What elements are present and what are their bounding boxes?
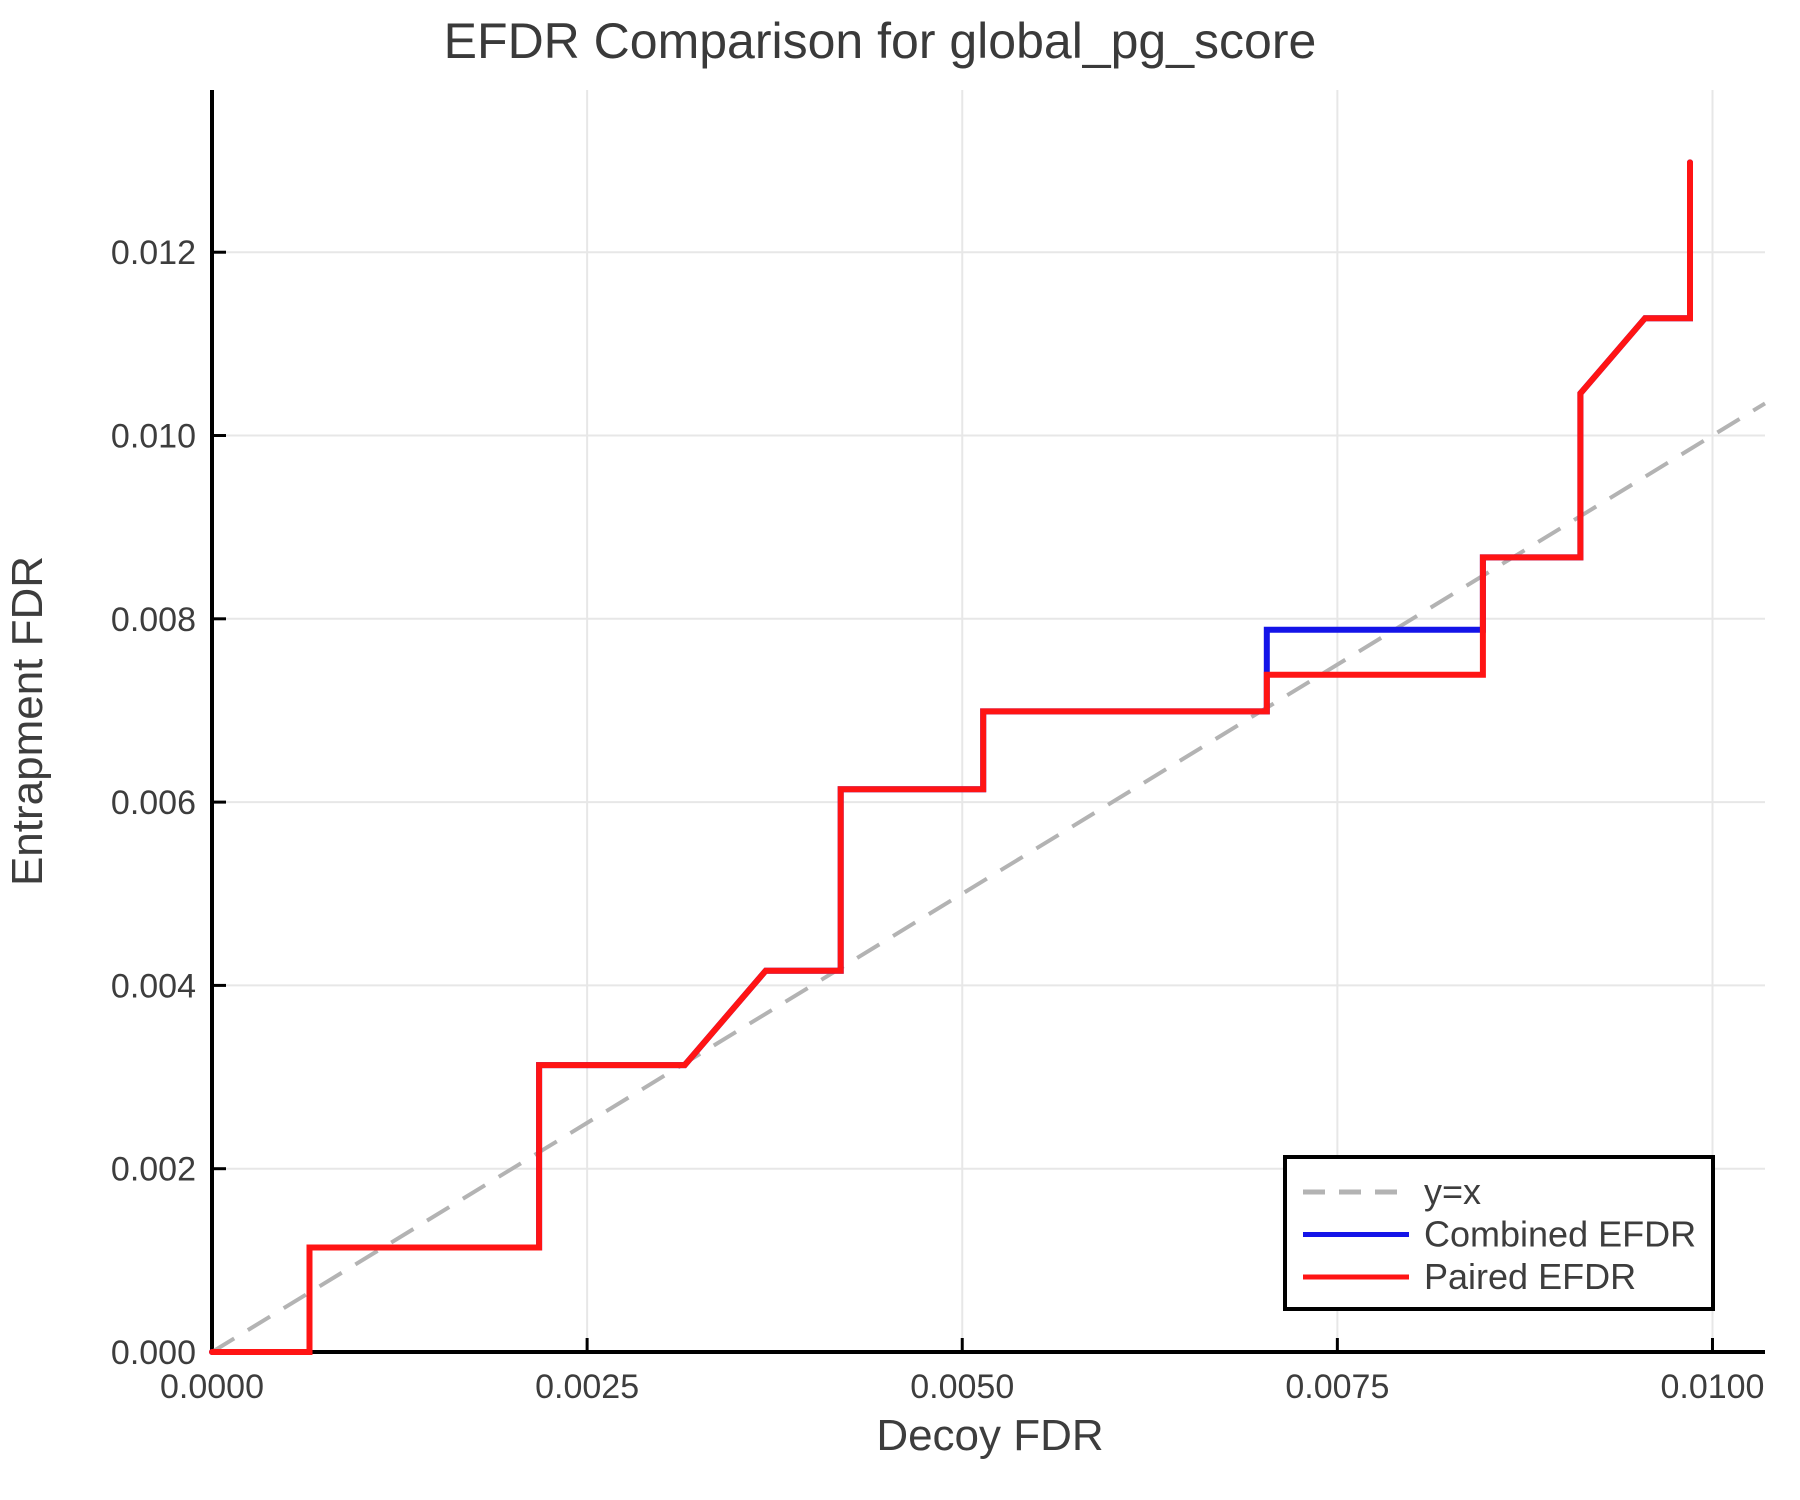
y-tick-label: 0.008 xyxy=(111,601,196,639)
series-y-x xyxy=(210,401,1767,1354)
x-tick-label: 0.0025 xyxy=(535,1368,639,1406)
y-tick-label: 0.002 xyxy=(111,1151,196,1189)
x-tick-label: 0.0075 xyxy=(1285,1368,1389,1406)
y-tick-label: 0.000 xyxy=(111,1334,196,1372)
legend-label: Paired EFDR xyxy=(1424,1256,1636,1297)
y-tick-label: 0.012 xyxy=(111,234,196,272)
legend-label: Combined EFDR xyxy=(1424,1214,1696,1255)
x-tick-label: 0.0000 xyxy=(160,1368,264,1406)
legend-label: y=x xyxy=(1424,1171,1481,1212)
y-tick-label: 0.006 xyxy=(111,784,196,822)
chart-title: EFDR Comparison for global_pg_score xyxy=(444,13,1317,69)
axis-layer: 0.0000 0.0025 0.0050 0.0075 0.0100 0.000 0.002… xyxy=(111,90,1765,1406)
series-paired-efdr xyxy=(209,159,1693,1355)
x-tick-label: 0.0100 xyxy=(1660,1368,1764,1406)
x-tick-label: 0.0050 xyxy=(910,1368,1014,1406)
y-tick-label: 0.010 xyxy=(111,418,196,456)
x-axis-label: Decoy FDR xyxy=(876,1411,1103,1460)
series-layer xyxy=(209,159,1767,1355)
y-axis-label: Entrapment FDR xyxy=(3,556,52,886)
grid-layer xyxy=(212,90,1765,1352)
y-tick-label: 0.004 xyxy=(111,967,196,1005)
